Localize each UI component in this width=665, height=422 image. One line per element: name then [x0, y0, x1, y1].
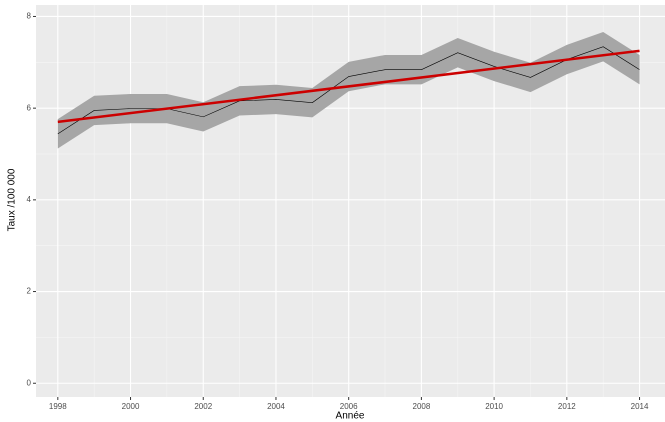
trend-line: [57, 49, 640, 124]
x-tick-label: 2006: [340, 402, 358, 411]
x-tick-label: 2014: [631, 402, 649, 411]
x-tick-label: 2004: [267, 402, 285, 411]
data-line: [57, 46, 640, 135]
y-axis-title: Taux /100 000: [7, 168, 18, 231]
x-tick-label: 2012: [558, 402, 576, 411]
y-tick-label: 6: [27, 103, 32, 112]
x-tick-label: 2010: [485, 402, 503, 411]
x-tick-label: 1998: [49, 402, 67, 411]
confidence-ribbon: [57, 32, 640, 149]
y-tick-label: 8: [27, 12, 32, 21]
y-tick-label: 4: [27, 195, 32, 204]
x-tick-label: 2002: [194, 402, 212, 411]
y-tick-label: 2: [27, 287, 32, 296]
x-tick-label: 2008: [413, 402, 431, 411]
x-axis-title: Année: [336, 411, 365, 422]
x-tick-label: 2000: [122, 402, 140, 411]
y-tick-label: 0: [27, 378, 32, 387]
